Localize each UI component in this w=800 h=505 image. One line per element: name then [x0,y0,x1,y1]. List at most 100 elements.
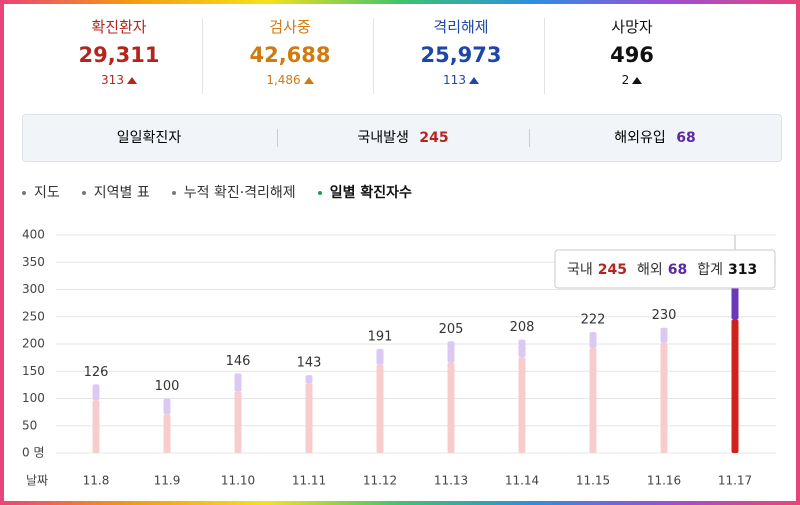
y-tick-label: 350 [22,255,45,269]
bar-segment [589,347,597,453]
tab-dot [81,191,86,195]
change-value: 1,486 [266,73,301,87]
y-tick-label: 50 [22,418,37,432]
stat: 검사중 42,688 1,486 [205,14,375,90]
tab[interactable]: 지역별 표 [81,185,150,201]
y-tick-label: 200 [22,337,45,351]
total-label: 222 [581,313,606,328]
total-label: 146 [226,354,251,369]
change-value: 313 [101,73,124,87]
x-tick-label: 11.9 [154,474,181,488]
bar-segment [234,373,242,392]
summary: 일일확진자 국내발생 245 해외유입 68 [22,114,782,162]
y-tick-label: 300 [22,282,45,296]
bar-segment [518,357,526,453]
stat-change: 313 [34,70,204,90]
bar-segment [731,282,739,320]
bar-segment [163,398,171,415]
stat: 사망자 496 2 [547,14,717,90]
tooltip-total-label: 합계 [697,262,723,278]
x-tick-label: 11.13 [434,474,468,488]
x-tick-label: 11.15 [576,474,610,488]
x-tick-label: 11.11 [292,474,326,488]
bar-segment [376,364,384,453]
tab[interactable]: 지도 [22,185,60,201]
x-tick-label: 11.8 [83,474,110,488]
stat: 격리해제 25,973 113 [376,14,546,90]
tab-label: 지역별 표 [93,185,150,201]
total-label: 126 [84,365,109,380]
tooltip: 국내 245 해외 68 합계 313 [567,262,757,278]
bar-segment [92,400,100,453]
bar-segment [376,348,384,365]
stat-value: 42,688 [249,43,331,67]
tab-dot [317,191,322,195]
bar-segment [731,319,739,453]
tab-dot [171,191,176,195]
tab-label: 누적 확진·격리해제 [183,185,296,201]
total-label: 230 [652,308,677,323]
bar-segment [447,341,455,363]
total-label: 143 [297,356,322,371]
bar-segment [305,375,313,384]
divider [544,18,545,94]
x-axis-label: 날짜 [26,474,48,488]
up-arrow [468,77,479,84]
domestic-value: 245 [419,130,449,146]
tooltip-overseas: 68 [668,262,687,278]
separator [529,129,530,147]
tabs: 지도 지역별 표 누적 확진·격리해제 일별 확진자수 [22,182,434,202]
tab-label: 일별 확진자수 [329,185,412,201]
domestic-label: 국내발생 [357,130,409,146]
bar-segment [305,383,313,453]
stat-change: 2 [547,70,717,90]
stat-value: 25,973 [420,43,502,67]
bar-segment [660,342,668,453]
bar-segment [589,332,597,348]
tooltip-total: 313 [728,262,757,278]
y-tick-label: 400 [22,228,45,242]
up-arrow [126,77,137,84]
total-label: 191 [368,329,393,344]
overseas-value: 68 [676,130,696,146]
chart: 날짜 0 명 50 100 150 200 250 300 350 400 126 11.8 100 1… [22,228,776,488]
bar-segment [518,339,526,358]
stat-label: 검사중 [269,18,311,36]
stat-label: 격리해제 [433,18,489,36]
bar-segment [234,391,242,453]
x-tick-label: 11.16 [647,474,681,488]
y-tick-label: 150 [22,364,45,378]
y-tick-label: 100 [22,391,45,405]
up-arrow [303,77,314,84]
stat: 확진환자 29,311 313 [34,14,204,90]
x-tick-label: 11.14 [505,474,539,488]
divider [373,18,374,94]
tooltip-overseas-label: 해외 [637,262,663,278]
summary-domestic: 국내발생 245 [277,115,529,161]
stat-change: 1,486 [205,70,375,90]
divider [202,18,203,94]
total-label: 100 [155,379,180,394]
bar-segment [163,414,171,453]
bar-segment [660,327,668,343]
separator [277,129,278,147]
tab-label: 지도 [34,185,60,201]
stat-value: 29,311 [78,43,160,67]
summary-overseas: 해외유입 68 [529,115,781,161]
x-tick-label: 11.10 [221,474,255,488]
stat-value: 496 [610,43,654,67]
y-tick-label: 250 [22,309,45,323]
change-value: 113 [443,73,466,87]
tooltip-domestic: 245 [598,262,627,278]
change-value: 2 [621,73,630,87]
stat-label: 확진환자 [91,18,147,36]
tab[interactable]: 일별 확진자수 [317,185,412,201]
tab[interactable]: 누적 확진·격리해제 [171,185,296,201]
stat-label: 사망자 [611,18,653,36]
overseas-label: 해외유입 [614,130,666,146]
tab-dot [22,191,26,195]
tooltip-box [554,249,776,289]
bar-segment [447,362,455,453]
y-tick-label: 0 명 [22,446,45,460]
summary-label: 일일확진자 [116,130,182,146]
